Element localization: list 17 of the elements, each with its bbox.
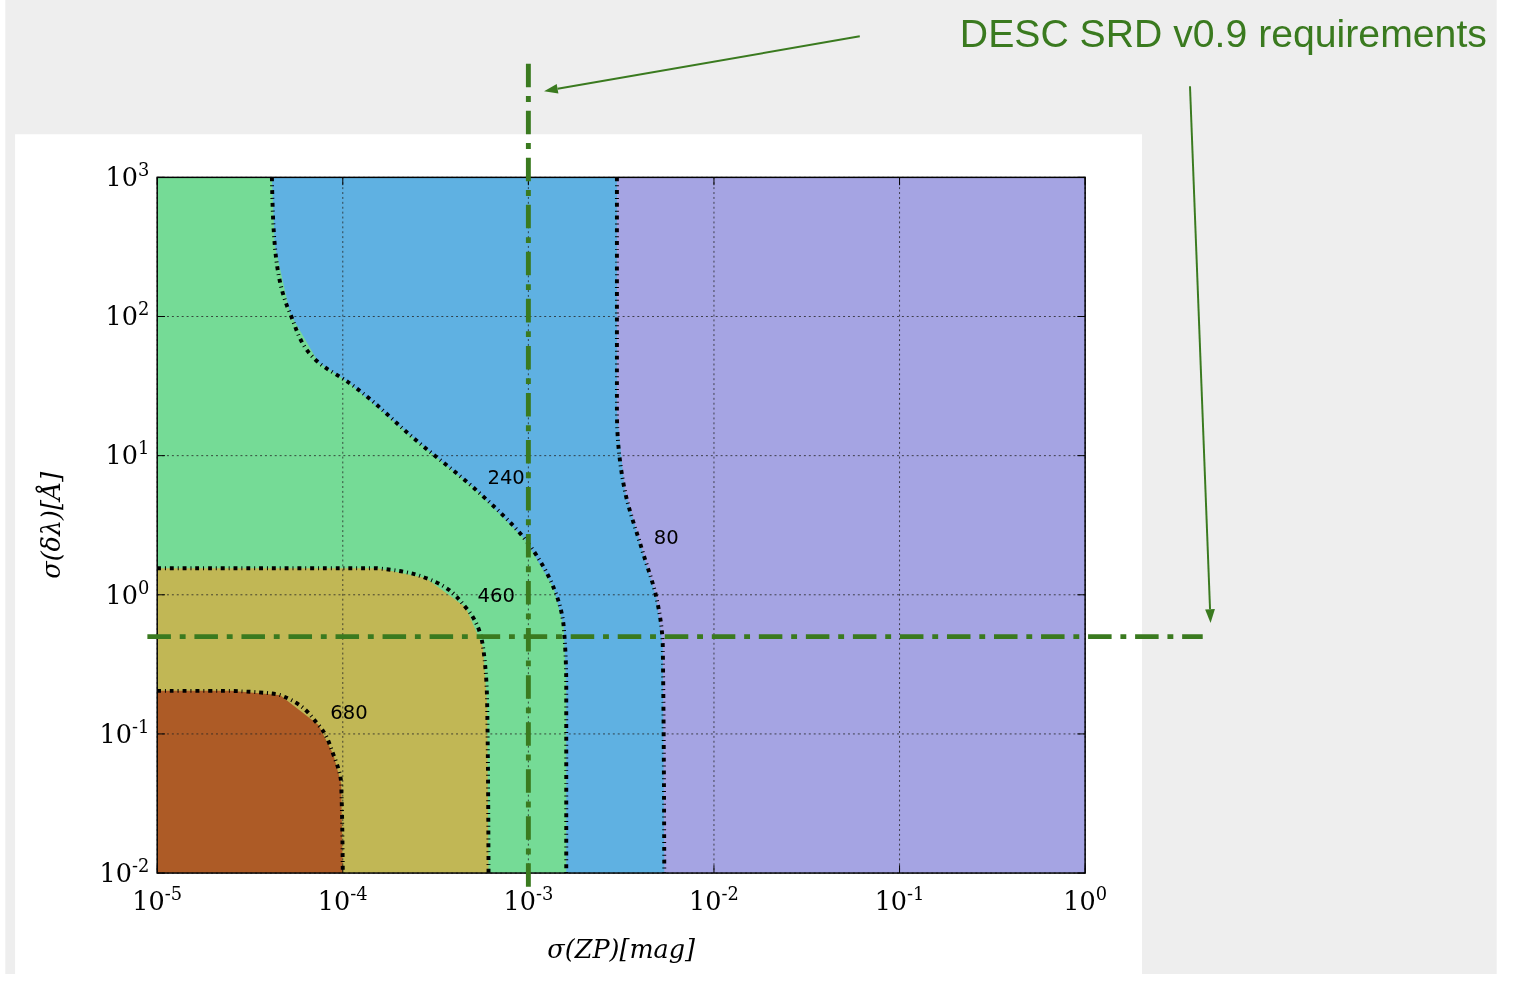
- x-tick-label: 10$^{-2}$: [689, 882, 739, 917]
- x-tick-label: 10$^{-3}$: [503, 882, 554, 917]
- x-tick-label: 10$^{0}$: [1063, 882, 1108, 917]
- x-tick-label: 10$^{-1}$: [874, 882, 925, 917]
- series-label: 240: [487, 465, 525, 489]
- y-tick-label: 10$^{0}$: [105, 576, 150, 610]
- text: DESC SRD v0.9 requirements: [959, 12, 1487, 56]
- series-label: 460: [477, 583, 515, 607]
- y-tick-label: 10$^{2}$: [105, 297, 150, 332]
- y-tick-label: 10$^{-1}$: [99, 715, 150, 749]
- x-axis-title: σ(ZP)[mag]: [547, 934, 696, 965]
- y-tick-label: 10$^{1}$: [105, 436, 150, 471]
- x-tick-label: 10$^{-4}$: [317, 882, 368, 917]
- y-tick-label: 10$^{3}$: [105, 158, 150, 193]
- series-label: 80: [653, 526, 679, 550]
- series-label: 680: [330, 701, 368, 725]
- y-axis-title: σ(δλ)[Å]: [35, 471, 67, 579]
